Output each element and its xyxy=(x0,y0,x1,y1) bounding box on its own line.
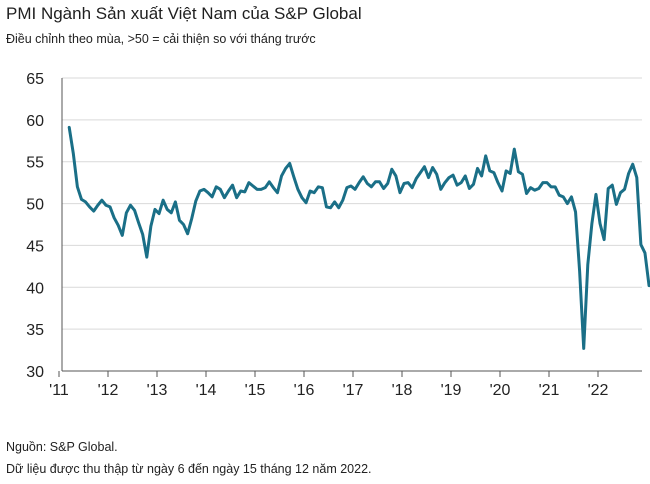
axes xyxy=(58,78,642,377)
chart-subtitle: Điều chỉnh theo mùa, >50 = cải thiện so … xyxy=(6,32,316,46)
x-tick-label: '13 xyxy=(147,382,168,399)
y-tick-labels: 30 35 40 45 50 55 60 65 xyxy=(26,71,44,381)
gridlines xyxy=(62,77,642,330)
x-tick-label: '20 xyxy=(490,382,511,399)
x-tick-label: '17 xyxy=(343,382,364,399)
chart-title: PMI Ngành Sản xuất Việt Nam của S&P Glob… xyxy=(6,4,362,23)
y-tick-label: 50 xyxy=(26,197,44,214)
x-tick-label: '18 xyxy=(392,382,413,399)
y-tick-label: 65 xyxy=(26,71,44,88)
y-tick-label: 55 xyxy=(26,155,44,172)
footer-note: Dữ liệu được thu thập từ ngày 6 đến ngày… xyxy=(6,462,372,476)
y-tick-label: 60 xyxy=(26,113,44,130)
footer-source: Nguồn: S&P Global. xyxy=(6,440,118,454)
x-tick-label: '14 xyxy=(196,382,217,399)
x-tick-label: '21 xyxy=(539,382,560,399)
y-tick-label: 45 xyxy=(26,238,44,255)
series-line-pmi xyxy=(67,125,650,350)
x-tick-label: '15 xyxy=(245,382,266,399)
x-tick-labels: '11 '12 '13 '14 '15 '16 '17 '18 '19 '20 '21 '22 xyxy=(49,382,608,399)
x-tick-label: '12 xyxy=(98,382,119,399)
x-tick-label: '19 xyxy=(441,382,462,399)
x-tick-label: '11 xyxy=(49,382,69,399)
x-tick-label: '22 xyxy=(588,382,609,399)
x-tick-label: '16 xyxy=(294,382,315,399)
y-tick-label: 40 xyxy=(26,280,44,297)
y-tick-label: 35 xyxy=(26,322,44,339)
y-tick-label: 30 xyxy=(26,364,44,381)
